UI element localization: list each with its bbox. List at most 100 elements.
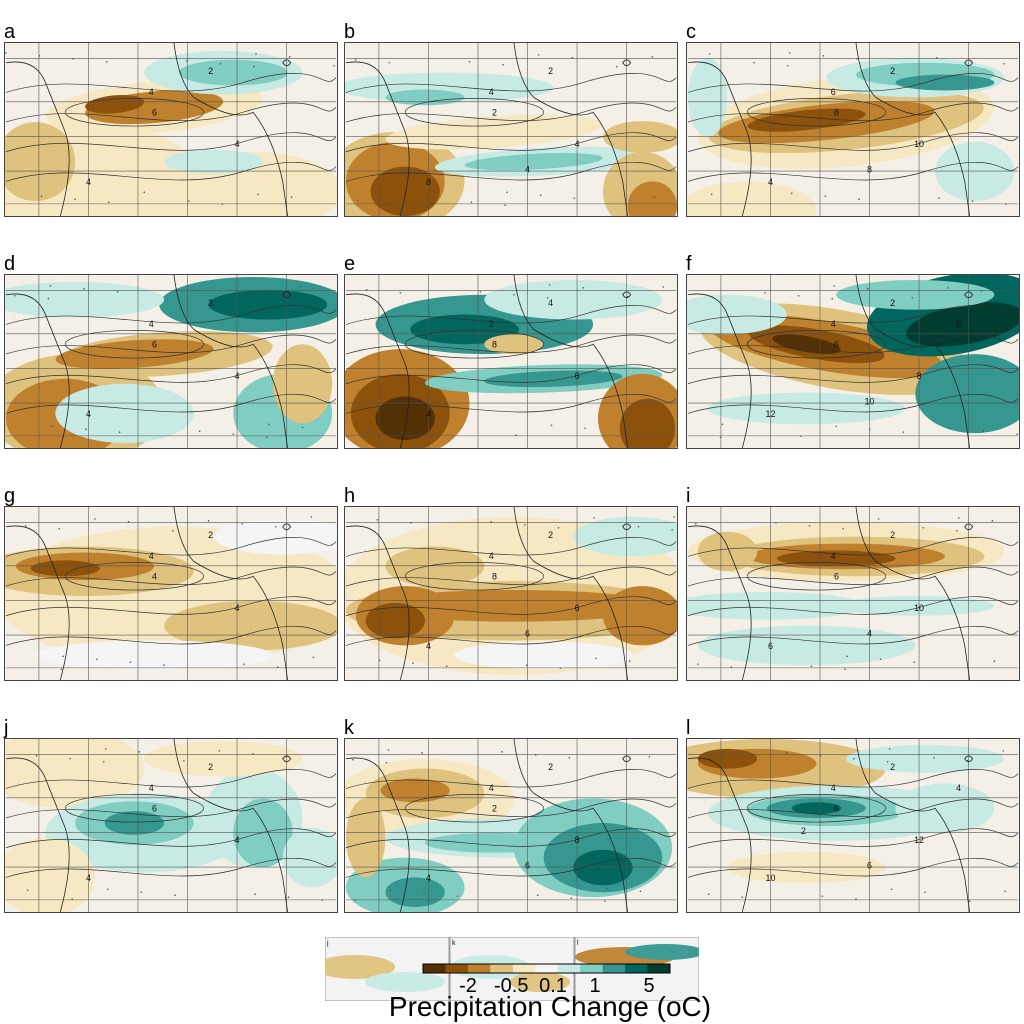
lat-lon-grid <box>5 43 337 216</box>
anomaly-region <box>272 344 333 424</box>
contour-label: 8 <box>426 177 431 187</box>
anomaly-region <box>935 141 1015 202</box>
contour-label: 6 <box>831 87 836 97</box>
colorbar-segment <box>535 964 559 973</box>
contour-label: 4 <box>149 87 154 97</box>
contour-lines <box>345 769 677 878</box>
contour-label: 6 <box>152 108 157 118</box>
anomaly-region <box>144 740 303 777</box>
colorbar-tick-label: 5 <box>643 975 655 997</box>
contour-label: 2 <box>548 530 553 540</box>
map-panel-j: 2 4 6 4 4 <box>4 738 338 913</box>
contour-label: 4 <box>489 87 494 97</box>
panel-letter-k: k <box>344 717 354 739</box>
contour-label: 4 <box>831 551 836 561</box>
colorbar-segment <box>445 964 469 973</box>
anomaly-region <box>915 354 1019 434</box>
anomaly-region <box>85 95 145 114</box>
lat-lon-grid <box>5 507 337 680</box>
anomaly-region <box>602 121 677 153</box>
contour-label: 4 <box>235 371 240 381</box>
anomaly-region <box>776 550 896 567</box>
contour-label: 6 <box>575 603 580 613</box>
lat-lon-grid <box>687 275 1019 448</box>
lat-lon-grid <box>687 507 1019 680</box>
map-panel-d: 2 4 6 4 4 <box>4 274 338 449</box>
colorbar-tick-label: -0.5 <box>494 975 529 997</box>
contour-label: 2 <box>492 108 497 118</box>
contour-label: 4 <box>426 873 431 883</box>
panel-letter-h: h <box>344 485 356 507</box>
anomaly-region <box>55 383 194 444</box>
contour-label: 8 <box>867 165 872 175</box>
contour-label: 4 <box>235 603 240 613</box>
panel-letter-a: a <box>4 21 16 43</box>
contour-label: 2 <box>890 530 895 540</box>
contour-label: 4 <box>235 139 240 149</box>
colorbar-segment <box>602 964 626 973</box>
panel-letter-c: c <box>686 21 696 43</box>
anomaly-region <box>365 602 425 639</box>
contour-label: 2 <box>801 826 806 836</box>
colorbar-segment <box>423 964 446 973</box>
contour-lines <box>687 73 1019 182</box>
contour-lines <box>687 769 1019 878</box>
panel-letter-g: g <box>4 485 16 507</box>
anomaly-region <box>380 778 450 803</box>
contour-label: 4 <box>548 298 553 308</box>
colorbar-segment <box>490 964 514 973</box>
contour-label: 4 <box>86 873 91 883</box>
contour-label: 4 <box>149 551 154 561</box>
anomaly-region <box>282 827 337 888</box>
colorbar <box>422 963 671 974</box>
contour-label: 4 <box>86 177 91 187</box>
anomaly-region <box>687 181 817 216</box>
anomaly-region <box>385 877 445 908</box>
anomaly-region <box>30 560 100 577</box>
contour-label: 6 <box>834 340 839 350</box>
contour-label: 6 <box>152 340 157 350</box>
contour-lines <box>687 537 1019 646</box>
contour-label: 2 <box>208 530 213 540</box>
map-panel-f: 2 4 6 8 12 10 6 <box>686 274 1020 449</box>
anomaly-region <box>104 811 165 835</box>
significance-stipple <box>355 54 656 206</box>
panel-letter-f: f <box>686 253 692 275</box>
contour-label: 2 <box>208 762 213 772</box>
contour-label: 6 <box>575 371 580 381</box>
anomaly-region <box>697 748 758 769</box>
contour-label: 12 <box>914 835 924 845</box>
contour-label: 2 <box>492 804 497 814</box>
contour-label: 2 <box>208 66 213 76</box>
significance-stipple <box>705 748 1007 902</box>
map-panel-h: 2 4 8 6 4 6 <box>344 506 678 681</box>
anomaly-region <box>687 592 866 620</box>
significance-stipple <box>14 285 304 438</box>
contour-label: 6 <box>152 804 157 814</box>
anomaly-region <box>747 108 866 132</box>
contour-lines <box>687 305 1019 414</box>
contour-label: 4 <box>867 629 872 639</box>
anomaly-region <box>602 586 677 646</box>
colorbar-tick-label: -2 <box>459 975 477 997</box>
anomaly-region <box>454 641 633 670</box>
contour-label: 4 <box>525 165 530 175</box>
contour-label: 6 <box>525 629 530 639</box>
contour-label: 10 <box>865 397 875 407</box>
anomaly-region <box>484 279 663 320</box>
map-panel-i: 2 4 6 10 6 4 <box>686 506 1020 681</box>
panel-letter-b: b <box>344 21 356 43</box>
significance-stipple <box>5 52 335 205</box>
significance-stipple <box>352 749 651 902</box>
map-panel-l: 2 4 6 12 10 6 4 2 <box>686 738 1020 913</box>
anomaly-region <box>697 531 758 572</box>
contour-label: 10 <box>914 603 924 613</box>
contour-label: 8 <box>834 108 839 118</box>
anomaly-region <box>772 334 841 355</box>
contour-label: 4 <box>575 139 580 149</box>
contour-label: 4 <box>831 319 836 329</box>
anomaly-region <box>208 289 328 320</box>
map-panel-c: 2 6 8 10 4 8 <box>686 42 1020 217</box>
contour-label: 10 <box>914 139 924 149</box>
contour-label: 8 <box>575 835 580 845</box>
